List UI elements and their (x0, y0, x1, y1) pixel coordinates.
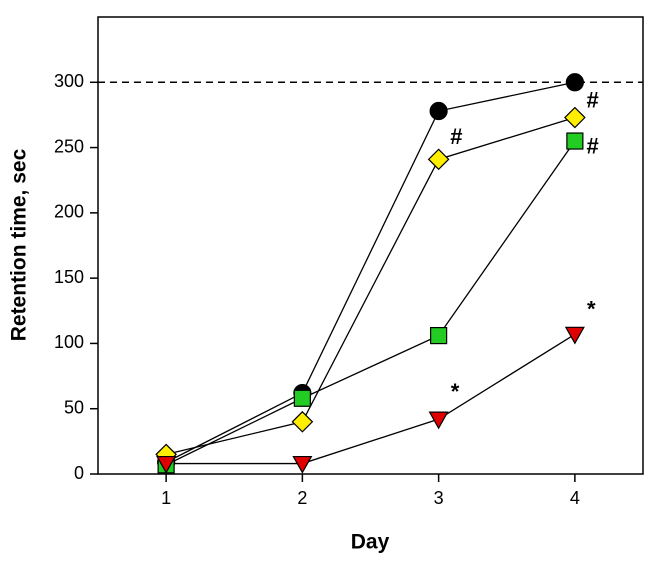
y-axis-title: Retention time, sec (8, 148, 31, 341)
marker (156, 455, 177, 474)
y-tick-label: 100 (54, 332, 84, 352)
y-tick-label: 300 (54, 71, 84, 91)
marker (564, 326, 585, 345)
y-tick-label: 50 (64, 397, 84, 417)
annotation: # (586, 88, 598, 113)
marker (429, 101, 448, 121)
annotation: # (586, 133, 598, 158)
series-line (166, 333, 576, 465)
x-axis-title: Day (351, 531, 390, 554)
annotation: # (450, 124, 462, 149)
marker (291, 410, 314, 433)
series-line (165, 116, 576, 456)
marker (566, 132, 584, 150)
marker (430, 326, 448, 345)
marker (427, 148, 450, 171)
y-tick-label: 0 (74, 463, 84, 483)
series-line (165, 140, 576, 466)
marker (293, 389, 311, 407)
marker (428, 411, 449, 430)
x-tick-label: 4 (570, 488, 580, 508)
annotation: * (587, 297, 596, 322)
x-tick-label: 1 (161, 488, 171, 508)
x-tick-label: 3 (434, 488, 444, 508)
marker (565, 73, 584, 92)
series-line (165, 81, 576, 463)
y-tick-label: 150 (54, 267, 84, 287)
x-tick-label: 2 (297, 488, 307, 508)
marker (564, 106, 586, 129)
plot-frame (97, 16, 644, 475)
y-tick-label: 200 (54, 202, 84, 222)
marker (292, 455, 313, 474)
annotation: * (451, 379, 460, 404)
y-tick-label: 250 (54, 136, 84, 156)
